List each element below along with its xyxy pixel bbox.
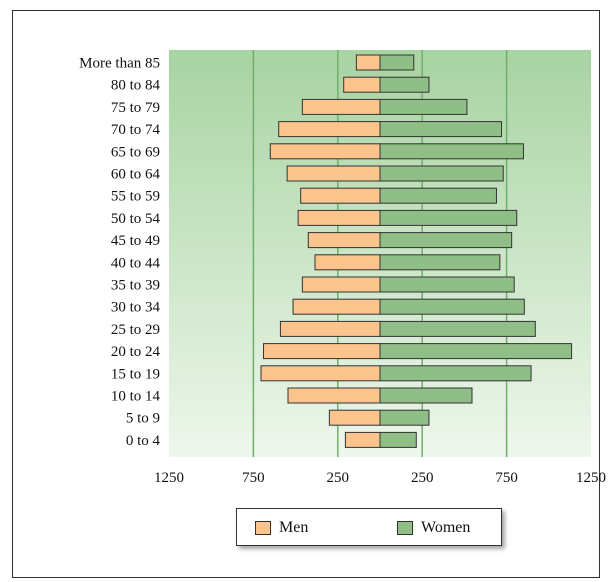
bar-women [379, 143, 524, 160]
category-label: 55 to 59 [111, 189, 160, 205]
x-tick-label: 750 [242, 470, 265, 486]
legend-label-women: Women [421, 519, 471, 536]
bar-men [278, 121, 381, 138]
bar-men [314, 254, 381, 271]
bar-men [343, 76, 381, 93]
legend-swatch-women [397, 521, 413, 535]
legend-swatch-men [255, 521, 271, 535]
category-label: 80 to 84 [111, 78, 161, 94]
bar-women [379, 298, 525, 315]
category-label: 5 to 9 [126, 411, 160, 427]
category-label: More than 85 [79, 56, 160, 72]
x-tick-label: 1250 [154, 470, 184, 486]
bar-men [301, 98, 381, 115]
bar-women [379, 232, 513, 249]
bar-men [260, 365, 381, 382]
bar-men [263, 343, 381, 360]
bar-men [279, 320, 381, 337]
category-label: 10 to 14 [111, 389, 161, 405]
category-label: 0 to 4 [126, 433, 161, 449]
bar-women [379, 431, 417, 448]
bar-women [379, 165, 504, 182]
bar-men [328, 409, 381, 426]
legend-label-men: Men [279, 519, 309, 536]
chart-legend: Men Women [236, 508, 502, 546]
category-label: 15 to 19 [111, 366, 160, 382]
legend-item-women: Women [397, 519, 470, 537]
x-tick-label: 250 [327, 470, 350, 486]
bar-men [292, 298, 381, 315]
category-label: 20 to 24 [111, 344, 161, 360]
bar-men [269, 143, 381, 160]
bar-women [379, 276, 515, 293]
bar-women [379, 387, 473, 404]
category-label: 50 to 54 [111, 211, 161, 227]
category-label: 40 to 44 [111, 255, 161, 271]
category-label: 45 to 49 [111, 233, 160, 249]
bar-women [379, 76, 430, 93]
bar-men [307, 232, 381, 249]
bar-men [300, 187, 381, 204]
category-label: 70 to 74 [111, 122, 161, 138]
bar-women [379, 409, 430, 426]
category-label: 30 to 34 [111, 300, 161, 316]
bar-women [379, 187, 497, 204]
x-tick-label: 750 [495, 470, 518, 486]
x-tick-label: 250 [411, 470, 434, 486]
bar-women [379, 209, 518, 226]
bar-women [379, 320, 536, 337]
bar-men [287, 387, 381, 404]
category-label: 35 to 39 [111, 278, 160, 294]
category-label: 65 to 69 [111, 144, 160, 160]
bar-women [379, 98, 468, 115]
bar-women [379, 121, 503, 138]
bar-men [301, 276, 381, 293]
bar-women [379, 54, 415, 71]
category-label: 25 to 29 [111, 322, 160, 338]
bar-women [379, 365, 532, 382]
bar-men [355, 54, 381, 71]
bar-men [297, 209, 381, 226]
category-label: 75 to 79 [111, 100, 160, 116]
x-tick-label: 1250 [576, 470, 606, 486]
legend-item-men: Men [255, 519, 308, 537]
bar-women [379, 343, 573, 360]
bar-men [286, 165, 381, 182]
bar-women [379, 254, 501, 271]
bar-men [344, 431, 381, 448]
category-label: 60 to 64 [111, 167, 161, 183]
